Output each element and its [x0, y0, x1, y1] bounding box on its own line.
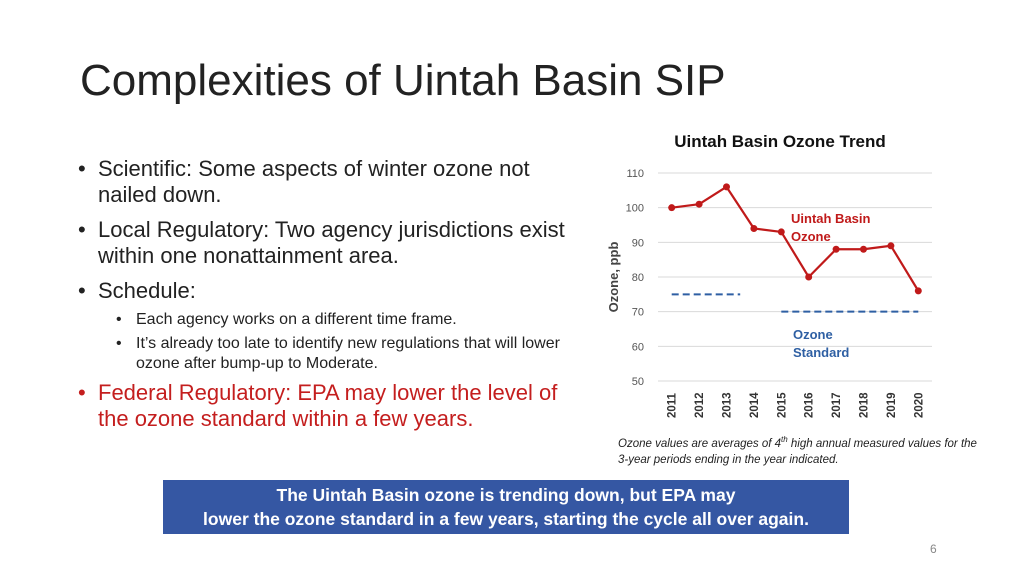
footnote-text-end: high annual measured values for the 3-ye…: [618, 437, 977, 466]
x-tick-label-2011: 2011: [667, 392, 679, 418]
x-tick-label-2013: 2013: [722, 392, 734, 418]
x-tick-label-2014: 2014: [749, 392, 761, 418]
ozone-point-2019: [887, 242, 895, 250]
chart-title: Uintah Basin Ozone Trend: [674, 132, 886, 151]
bullet-federal-regulatory: Federal Regulatory: EPA may lower the le…: [76, 380, 576, 432]
ozone-trend-chart: 50 60 70 80 90 100 110 Ozone, ppb 2011 2012 2013 20…: [606, 168, 932, 418]
y-tick-label-90: 90: [632, 237, 644, 249]
bullet-local-regulatory: Local Regulatory: Two agency jurisdictio…: [76, 217, 576, 269]
x-tick-label-2012: 2012: [694, 392, 706, 418]
x-tick-label-2019: 2019: [886, 392, 898, 418]
y-tick-label-100: 100: [626, 203, 644, 215]
x-tick-label-2016: 2016: [804, 392, 816, 418]
y-axis-label: Ozone, ppb: [606, 242, 621, 313]
slide-title: Complexities of Uintah Basin SIP: [80, 56, 726, 105]
y-tick-label-80: 80: [632, 272, 644, 284]
sub-bullet-too-late: It’s already too late to identify new re…: [76, 334, 576, 374]
y-tick-label-60: 60: [632, 341, 644, 353]
ozone-standard-label-line-1: Ozone: [793, 327, 833, 342]
footnote-superscript: th: [781, 435, 788, 444]
uintah-ozone-label-line-1: Uintah Basin: [791, 211, 871, 226]
ozone-point-2016: [805, 273, 813, 281]
uintah-ozone-label-line-2: Ozone: [791, 229, 831, 244]
bullet-list: Scientific: Some aspects of winter ozone…: [76, 156, 576, 441]
y-tick-label-110: 110: [626, 168, 644, 180]
uintah-ozone-series-label: Uintah Basin Ozone: [791, 211, 871, 244]
x-tick-label-2017: 2017: [831, 392, 843, 418]
ozone-point-2020: [914, 287, 922, 295]
ozone-point-2018: [860, 245, 867, 253]
chart-footnote: Ozone values are averages of 4th high an…: [618, 432, 978, 468]
y-tick-label-70: 70: [632, 307, 644, 319]
ozone-point-2017: [832, 245, 840, 253]
ozone-point-2015: [777, 228, 785, 236]
ozone-point-2012: [695, 200, 703, 208]
x-tick-label-2020: 2020: [913, 392, 925, 418]
sub-bullet-time-frame: Each agency works on a different time fr…: [76, 310, 576, 330]
ozone-point-2014: [750, 224, 758, 232]
y-tick-label-50: 50: [632, 376, 644, 388]
banner-line-2: lower the ozone standard in a few years,…: [203, 509, 809, 529]
bullet-scientific: Scientific: Some aspects of winter ozone…: [76, 156, 576, 208]
page-number: 6: [930, 542, 937, 556]
footnote-text-start: Ozone values are averages of 4: [618, 437, 782, 450]
ozone-standard-series-label: Ozone Standard: [793, 327, 849, 360]
conclusion-banner: The Uintah Basin ozone is trending down,…: [163, 480, 849, 534]
ozone-point-2011: [668, 204, 676, 212]
x-tick-label-2018: 2018: [859, 392, 871, 418]
x-tick-label-2015: 2015: [776, 392, 788, 418]
ozone-standard-label-line-2: Standard: [793, 345, 849, 360]
bullet-schedule: Schedule:: [76, 278, 576, 304]
ozone-point-2013: [723, 183, 730, 191]
ozone-trend-line: [671, 185, 920, 292]
banner-line-1: The Uintah Basin ozone is trending down,…: [276, 485, 736, 505]
